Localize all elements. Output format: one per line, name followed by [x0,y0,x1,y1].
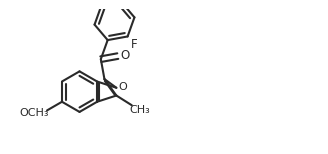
Text: F: F [131,38,137,51]
Text: OCH₃: OCH₃ [20,108,49,118]
Text: O: O [120,49,130,62]
Text: O: O [118,82,127,92]
Text: CH₃: CH₃ [129,105,150,115]
